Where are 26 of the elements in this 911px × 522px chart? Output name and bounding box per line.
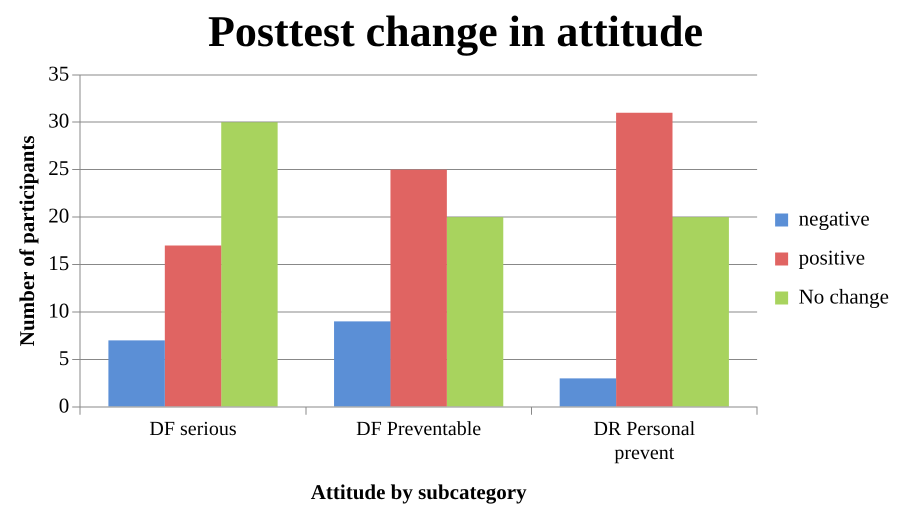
chart-title: Posttest change in attitude (208, 6, 703, 56)
y-axis-title: Number of participants (15, 135, 40, 346)
bar (164, 246, 222, 406)
bar (390, 170, 447, 406)
y-tick-label: 30 (48, 108, 70, 133)
y-tick-label: 15 (48, 251, 70, 276)
bar (334, 321, 390, 406)
bar (672, 217, 729, 406)
bar (221, 122, 278, 406)
legend-label: positive (798, 246, 866, 270)
legend-label: negative (798, 206, 870, 231)
bar (108, 340, 165, 406)
x-axis-title: Attitude by subcategory (310, 480, 528, 504)
x-tick-label: DR Personal prevent (593, 418, 696, 464)
bar (616, 112, 673, 406)
bar (560, 378, 616, 406)
bar (446, 217, 504, 406)
y-tick-label: 35 (48, 61, 70, 86)
legend-label: No change (798, 284, 890, 309)
y-tick-label: 5 (58, 346, 70, 370)
y-tick-label: 10 (48, 298, 70, 322)
y-tick-label: 0 (58, 393, 70, 418)
x-tick-label: DF Preventable (356, 418, 482, 440)
y-tick-label: 25 (48, 156, 70, 180)
y-tick-label: 20 (48, 204, 70, 228)
x-tick-label: DF serious (149, 418, 237, 440)
